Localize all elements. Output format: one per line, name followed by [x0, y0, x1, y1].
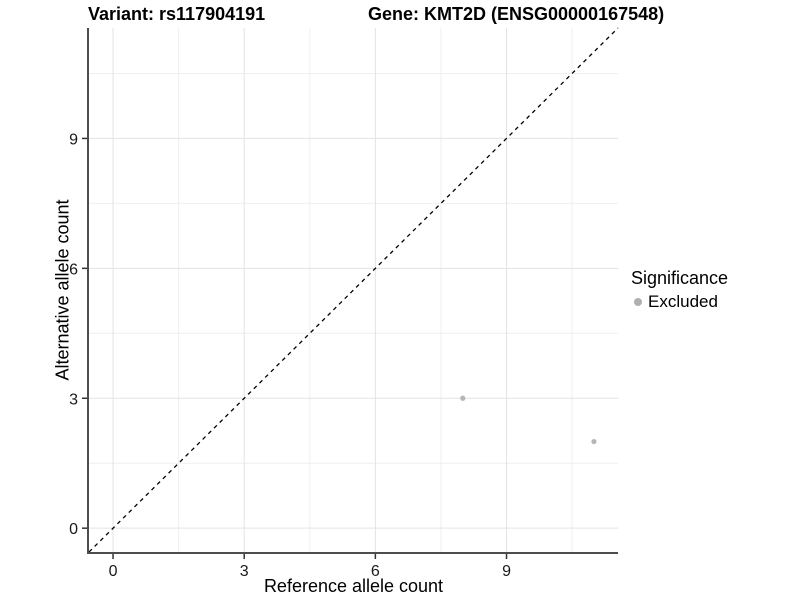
x-tick-label: 0 — [109, 563, 118, 580]
legend-title: Significance — [631, 268, 729, 288]
gene-title: Gene: KMT2D (ENSG00000167548) — [368, 4, 665, 24]
y-tick-label: 9 — [69, 131, 78, 148]
identity-dashed-line — [88, 27, 619, 553]
legend-item-excluded: Excluded — [631, 292, 728, 312]
variant-title: Variant: rs117904191 — [88, 4, 266, 24]
data-point — [460, 395, 466, 401]
x-tick-label: 6 — [371, 563, 380, 580]
y-tick-label: 6 — [69, 261, 78, 278]
excluded-point-icon — [634, 298, 642, 306]
x-tick-label: 3 — [240, 563, 249, 580]
legend-item-label: Excluded — [648, 292, 718, 311]
legend: Significance Excluded — [631, 268, 728, 312]
data-point — [591, 438, 597, 445]
y-tick-label: 0 — [69, 521, 78, 538]
y-tick-label: 3 — [69, 391, 78, 408]
x-axis-label: Reference allele count — [263, 576, 444, 596]
y-axis-label: Alternative allele count — [52, 199, 73, 381]
x-tick-label: 9 — [502, 563, 511, 580]
